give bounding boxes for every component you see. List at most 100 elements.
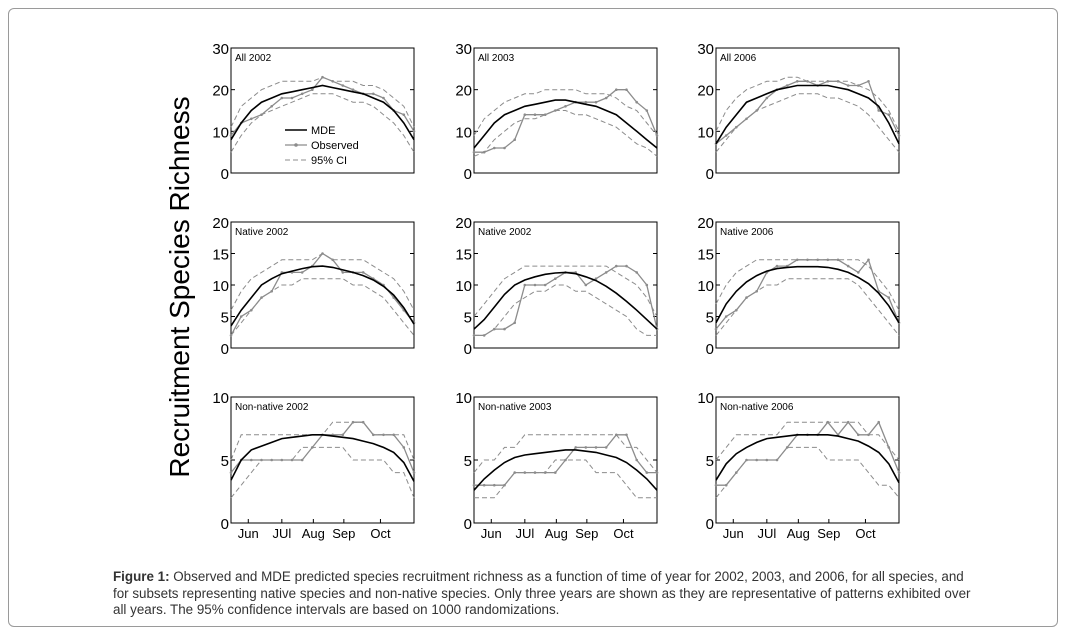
y-tick-label: 5 [464,310,472,327]
legend-label: MDE [311,125,335,137]
panel-title: Non-native 2002 [235,402,309,413]
observed-point [645,109,649,112]
observed-point [513,471,516,474]
observed-point [493,327,496,331]
observed-point [543,113,547,116]
mde-line [473,271,658,330]
observed-point [554,471,557,474]
panel-3: All 2006 0 10 20 30 [697,41,901,183]
x-tick-label: Oct [370,526,391,541]
observed-point [250,117,253,121]
observed-point [513,138,516,141]
x-tick-label: JUl [272,526,291,541]
y-tick-label: 15 [455,247,472,264]
observed-point [785,446,789,449]
y-tick-label: 10 [697,390,714,407]
observed-point [523,113,527,116]
x-tick-label: JUl [757,526,776,541]
y-tick-label: 0 [221,516,229,533]
observed-point [482,150,486,154]
observed-point [250,308,253,312]
observed-point [897,471,901,474]
observed-point [402,446,406,449]
observed-point [867,80,870,83]
x-tick-label: Aug [302,526,325,541]
x-tick-label: Aug [545,526,568,541]
panel-title: Native 2002 [235,227,289,238]
observed-point [806,258,809,262]
y-tick-label: 0 [221,341,229,358]
observed-point [826,258,830,262]
observed-point [846,264,850,268]
panel-1: All 2002 0 10 20 30 MDE Observed 95% CI [212,41,416,183]
y-tick-label: 0 [221,166,229,183]
observed-point [857,271,860,274]
x-tick-label: Aug [787,526,810,541]
observed-point [655,134,659,137]
observed-point [543,471,547,474]
observed-point [635,458,638,462]
panel-title: Non-native 2006 [720,402,794,413]
observed-point [745,458,748,462]
observed-point [351,88,355,91]
y-tick-label: 15 [212,247,229,264]
observed-point [735,308,738,312]
panel-7: Non-native 2002 0 5 10 Jun JUl Aug Sep Oct [212,390,416,541]
observed-point [714,327,718,331]
observed-point [472,150,476,154]
observed-point [321,75,324,79]
observed-point [382,433,385,437]
panel-8: Non-native 2003 0 5 10 Jun JUl Aug Sep Oct [455,390,659,541]
observed-point [311,88,314,91]
observed-point [503,327,506,331]
observed-point [341,84,345,87]
observed-point [655,471,659,474]
plot-frame [715,47,900,174]
observed-point [361,271,365,274]
observed-point [533,471,537,474]
figure-caption: Figure 1: Observed and MDE predicted spe… [113,569,973,619]
panel-2: All 2003 0 10 20 30 [455,41,659,183]
panel-title: All 2006 [720,53,757,64]
observed-point [877,420,880,424]
observed-point [594,100,598,104]
observed-point [543,283,547,287]
x-tick-label: JUl [515,526,534,541]
observed-point [260,113,263,116]
observed-point [724,315,728,318]
y-tick-label: 10 [212,390,229,407]
y-tick-label: 10 [455,390,472,407]
observed-point [615,433,618,437]
y-tick-label: 30 [697,41,714,58]
y-axis-title: Recruitment Species Richness [164,96,195,477]
panel-4: Native 2002 0 5 10 15 20 [212,215,416,358]
observed-point [372,92,375,96]
panel-title: All 2003 [478,53,515,64]
y-tick-label: 30 [455,41,472,58]
observed-point [229,134,233,137]
observed-point [564,458,567,462]
observed-point [482,483,486,487]
y-tick-label: 15 [697,247,714,264]
observed-point [765,96,769,100]
panel-5: Native 2002 0 5 10 15 20 [455,215,659,358]
plot-frame [715,396,900,524]
y-tick-label: 0 [706,166,714,183]
panel-title: Non-native 2003 [478,402,552,413]
observed-point [270,105,274,108]
observed-point [300,458,304,462]
observed-point [867,258,870,262]
observed-point [300,271,304,274]
x-tick-label: Sep [332,526,355,541]
legend-label: 95% CI [311,155,347,167]
observed-point [260,296,263,299]
observed-point [836,258,840,262]
x-tick-label: Oct [613,526,634,541]
observed-point [533,113,537,116]
observed-point [816,258,819,262]
observed-point [735,471,738,474]
legend-label: Observed [311,140,359,152]
y-tick-label: 20 [455,215,472,232]
observed-point [826,80,830,83]
